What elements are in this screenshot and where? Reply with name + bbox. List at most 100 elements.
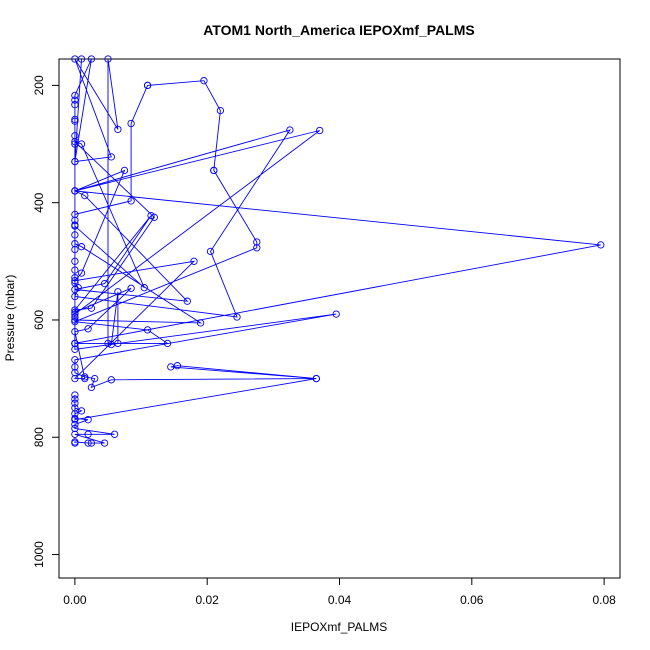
data-point: [87, 383, 96, 392]
data-point: [233, 313, 241, 321]
y-tick-label: 1000: [32, 541, 46, 568]
data-point: [71, 310, 79, 318]
data-point: [127, 197, 135, 205]
y-tick-label: 400: [32, 192, 46, 212]
data-point: [91, 374, 99, 383]
data-point: [87, 439, 96, 447]
data-point: [114, 288, 122, 296]
data-point: [196, 319, 205, 327]
data-point: [332, 310, 340, 318]
data-point: [71, 374, 79, 383]
data-point: [173, 362, 182, 370]
data-point: [71, 115, 79, 124]
data-point: [84, 416, 92, 424]
data-point: [81, 374, 89, 383]
data-point: [71, 91, 79, 100]
data-point: [71, 117, 79, 125]
y-tick-label: 200: [32, 75, 46, 95]
data-point: [71, 308, 79, 316]
data-point: [77, 243, 86, 251]
x-tick-label: 0.06: [460, 593, 484, 607]
data-point: [71, 410, 79, 418]
data-point: [71, 430, 79, 438]
data-point: [110, 430, 119, 438]
data-point: [71, 257, 79, 265]
data-point: [71, 140, 79, 148]
data-point: [71, 245, 79, 254]
y-tick-label: 800: [32, 427, 46, 447]
data-point: [253, 238, 261, 246]
data-point: [71, 399, 79, 407]
data-point: [84, 439, 92, 447]
y-axis-title: Pressure (mbar): [3, 275, 17, 362]
x-tick-label: 0.00: [63, 593, 87, 607]
data-point: [87, 55, 96, 63]
data-point: [114, 125, 122, 134]
data-point: [127, 284, 135, 292]
data-point: [71, 187, 79, 195]
data-point: [127, 119, 135, 128]
data-point: [312, 374, 320, 383]
x-axis-title: IEPOXmf_PALMS: [291, 620, 387, 634]
data-point: [206, 247, 215, 256]
data-point: [71, 395, 79, 403]
data-point: [71, 216, 79, 224]
data-point: [87, 304, 96, 312]
data-point: [71, 274, 79, 282]
x-tick-label: 0.04: [328, 593, 352, 607]
data-point: [143, 81, 152, 90]
data-point: [84, 430, 92, 438]
data-point: [143, 326, 152, 334]
data-point: [71, 55, 79, 63]
data-point: [71, 328, 79, 336]
data-point: [71, 96, 79, 104]
data-point: [200, 77, 208, 85]
data-point: [71, 313, 79, 321]
data-point: [210, 166, 218, 175]
data-point: [71, 292, 79, 301]
series-line: [73, 58, 601, 444]
x-axis: 0.00 0.02 0.04 0.06 0.08: [63, 577, 616, 607]
data-point: [107, 153, 115, 161]
data-point: [71, 132, 79, 140]
data-point: [71, 363, 79, 371]
data-point: [104, 339, 112, 348]
data-point: [71, 316, 79, 324]
data-point: [71, 210, 79, 219]
data-point: [71, 231, 79, 239]
data-point: [71, 356, 79, 364]
data-point: [71, 157, 79, 166]
data-point: [107, 376, 115, 384]
data-point: [114, 339, 122, 348]
data-point: [71, 240, 79, 248]
y-axis: 200 400 600 800 1000: [32, 75, 60, 568]
data-point: [163, 339, 172, 348]
x-tick-label: 0.02: [196, 593, 220, 607]
data-point: [71, 438, 79, 446]
data-point: [316, 126, 324, 135]
data-point: [71, 339, 79, 348]
x-tick-label: 0.08: [592, 593, 616, 607]
data-point: [104, 55, 112, 63]
data-point: [286, 126, 294, 134]
data-point: [100, 439, 109, 447]
data-point: [140, 284, 148, 292]
data-point: [71, 222, 79, 230]
data-point: [216, 106, 225, 115]
data-point: [71, 277, 79, 285]
data-point: [71, 424, 79, 433]
data-point: [71, 345, 79, 353]
chart-title: ATOM1 North_America IEPOXmf_PALMS: [203, 22, 475, 38]
data-point: [71, 138, 79, 146]
data-point: [597, 241, 605, 249]
series-layer: [71, 55, 605, 447]
y-tick-label: 600: [32, 310, 46, 330]
data-point: [71, 416, 79, 424]
data-point: [183, 297, 191, 305]
data-point: [71, 101, 79, 109]
data-point: [71, 285, 79, 294]
data-point: [84, 325, 92, 333]
data-point: [190, 257, 198, 265]
data-point: [71, 391, 79, 399]
